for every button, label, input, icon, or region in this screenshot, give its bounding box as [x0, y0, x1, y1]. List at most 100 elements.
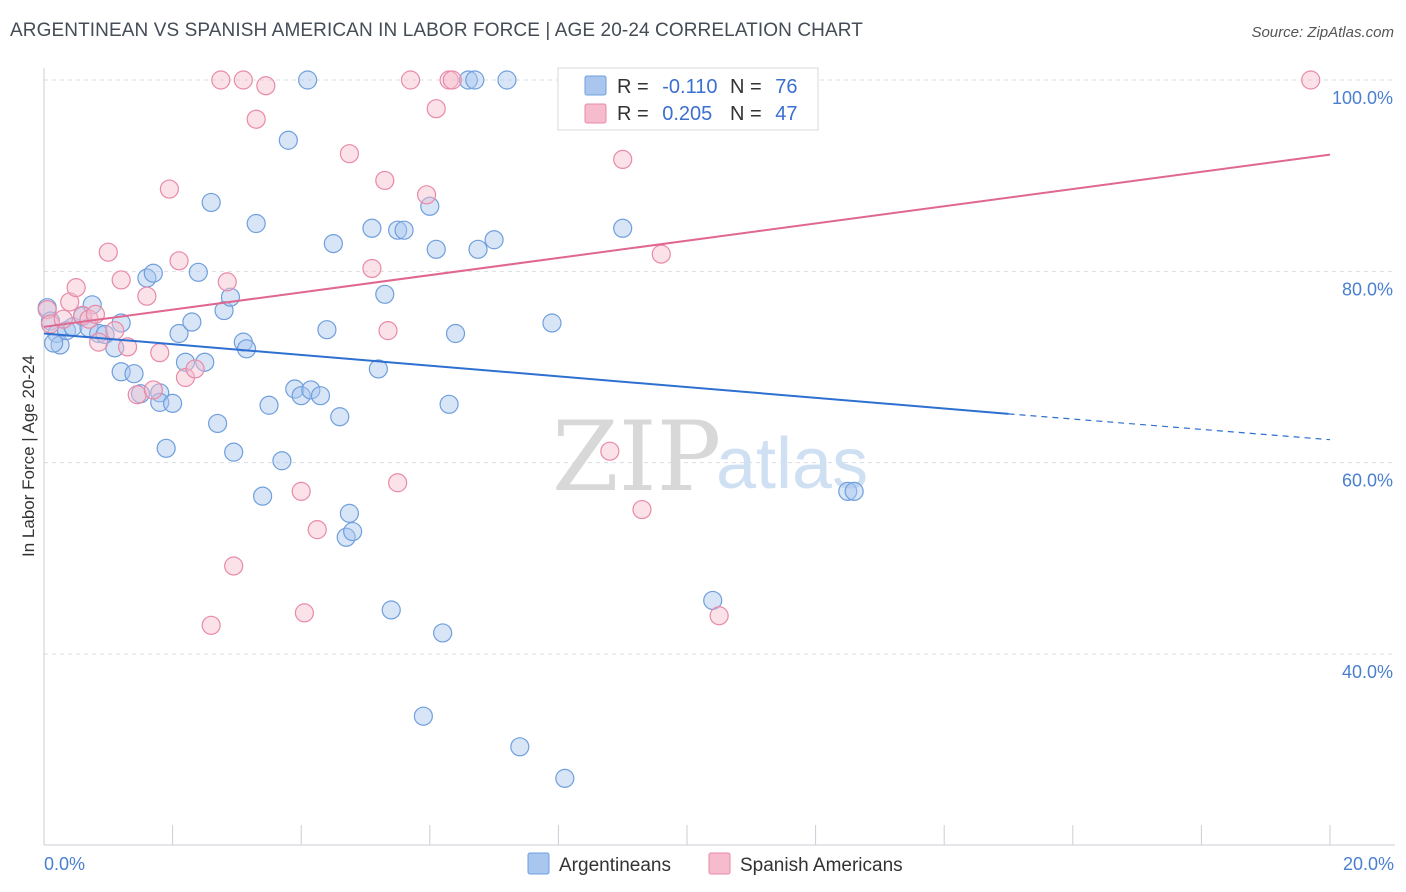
- data-point-argentineans: [555, 768, 575, 788]
- data-point-argentineans: [468, 239, 488, 259]
- data-point-spanish-americans: [291, 481, 311, 501]
- gridlines: [44, 79, 1395, 655]
- data-point-spanish-americans: [233, 70, 253, 90]
- data-point-argentineans: [497, 70, 517, 90]
- data-point-argentineans: [236, 339, 257, 359]
- y-tick-label: 40.0%: [1342, 662, 1393, 682]
- legend-r-label: R =: [617, 103, 649, 125]
- trend-lines: [43, 153, 1331, 441]
- data-point-spanish-americans: [256, 76, 276, 96]
- data-point-spanish-americans: [426, 99, 446, 119]
- legend-n-label: N =: [730, 103, 762, 125]
- legend-n-value: 47: [775, 103, 797, 125]
- legend-row-blue: R = -0.110 N = 76: [617, 76, 798, 98]
- data-point-spanish-americans: [185, 359, 205, 379]
- bottom-legend-swatch-pink: [708, 852, 731, 875]
- watermark: ZIP atlas: [552, 401, 868, 513]
- data-point-spanish-americans: [442, 70, 462, 90]
- axes: [43, 68, 1395, 846]
- data-point-spanish-americans: [378, 321, 398, 341]
- legend-r-label: R =: [617, 76, 649, 98]
- data-point-argentineans: [163, 393, 183, 413]
- data-point-argentineans: [420, 196, 440, 216]
- trend-line-spanish-americans: [43, 153, 1331, 328]
- data-point-argentineans: [368, 359, 388, 379]
- legend-r-value: -0.110: [662, 76, 717, 98]
- source-label: Source: ZipAtlas.com: [1251, 24, 1394, 41]
- data-point-spanish-americans: [362, 258, 382, 279]
- data-point-spanish-americans: [1301, 70, 1321, 90]
- data-point-argentineans: [844, 481, 864, 501]
- data-point-argentineans: [143, 263, 163, 283]
- data-point-argentineans: [298, 70, 318, 90]
- data-point-argentineans: [278, 130, 298, 150]
- data-point-argentineans: [317, 320, 337, 340]
- data-point-argentineans: [175, 352, 196, 372]
- data-point-argentineans: [253, 486, 273, 506]
- data-point-spanish-americans: [632, 499, 652, 520]
- data-point-argentineans: [224, 442, 244, 462]
- data-point-spanish-americans: [98, 242, 118, 262]
- data-point-argentineans: [381, 600, 401, 620]
- data-point-spanish-americans: [339, 144, 360, 164]
- legend-swatch-pink: [584, 103, 607, 124]
- data-point-spanish-americans: [224, 556, 244, 576]
- data-point-spanish-americans: [143, 380, 163, 400]
- data-point-spanish-americans: [150, 343, 170, 363]
- y-tick-label: 100.0%: [1332, 88, 1393, 108]
- bottom-legend: Argentineans Spanish Americans: [527, 852, 903, 876]
- data-point-argentineans: [362, 218, 382, 238]
- trend-line-argentineans: [43, 332, 1009, 415]
- data-point-argentineans: [195, 352, 215, 372]
- data-point-spanish-americans: [651, 244, 671, 264]
- data-point-spanish-americans: [127, 385, 147, 405]
- data-point-spanish-americans: [709, 606, 729, 626]
- data-point-spanish-americans: [60, 292, 80, 312]
- legend-swatch-blue: [584, 75, 607, 96]
- data-point-argentineans: [343, 521, 363, 542]
- trend-line-argentineans-extrapolated: [1008, 413, 1331, 441]
- data-point-spanish-americans: [169, 251, 189, 271]
- data-point-spanish-americans: [159, 179, 179, 199]
- data-point-spanish-americans: [117, 337, 138, 357]
- bottom-legend-swatch-blue: [527, 852, 550, 875]
- data-point-spanish-americans: [37, 300, 57, 320]
- data-point-argentineans: [445, 323, 466, 344]
- data-point-argentineans: [182, 312, 202, 332]
- legend-r-value: 0.205: [662, 103, 712, 125]
- legend-n-value: 76: [775, 76, 797, 98]
- data-point-argentineans: [838, 481, 858, 501]
- data-point-argentineans: [44, 333, 64, 353]
- data-point-argentineans: [458, 70, 478, 90]
- data-point-argentineans: [413, 706, 433, 726]
- data-point-argentineans: [510, 737, 530, 757]
- bottom-legend-label-blue: Argentineans: [559, 855, 671, 876]
- data-point-spanish-americans: [307, 520, 327, 540]
- data-point-argentineans: [156, 438, 176, 458]
- data-point-argentineans: [388, 220, 408, 240]
- legend-n-label: N =: [730, 76, 762, 98]
- data-point-spanish-americans: [105, 321, 125, 341]
- data-point-argentineans: [426, 239, 446, 259]
- data-point-argentineans: [272, 451, 292, 471]
- data-point-spanish-americans: [211, 70, 231, 90]
- data-point-spanish-americans: [400, 70, 421, 90]
- data-point-argentineans: [542, 313, 562, 333]
- series-spanish-americans: [37, 70, 1321, 635]
- data-point-spanish-americans: [613, 149, 633, 170]
- data-point-argentineans: [323, 233, 343, 254]
- series-argentineans: [37, 70, 864, 788]
- y-tick-labels: 40.0% 60.0% 80.0% 100.0%: [1332, 88, 1393, 682]
- y-tick-label: 80.0%: [1342, 279, 1393, 299]
- data-point-argentineans: [208, 413, 228, 434]
- data-point-argentineans: [465, 70, 485, 90]
- data-point-spanish-americans: [89, 332, 109, 352]
- watermark-zip: ZIP: [552, 401, 721, 513]
- data-point-argentineans: [439, 394, 459, 414]
- data-point-spanish-americans: [375, 170, 395, 191]
- data-point-spanish-americans: [137, 286, 157, 306]
- data-point-argentineans: [169, 323, 189, 344]
- data-point-argentineans: [339, 503, 360, 523]
- data-point-argentineans: [310, 386, 331, 406]
